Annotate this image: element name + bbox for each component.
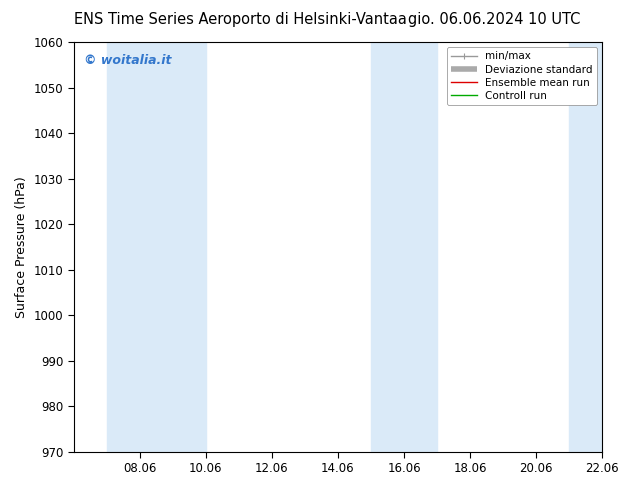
Bar <box>371 42 437 452</box>
Text: © woitalia.it: © woitalia.it <box>84 54 172 67</box>
Legend: min/max, Deviazione standard, Ensemble mean run, Controll run: min/max, Deviazione standard, Ensemble m… <box>447 47 597 105</box>
Text: ENS Time Series Aeroporto di Helsinki-Vantaa: ENS Time Series Aeroporto di Helsinki-Va… <box>74 12 408 27</box>
Text: gio. 06.06.2024 10 UTC: gio. 06.06.2024 10 UTC <box>408 12 581 27</box>
Bar <box>569 42 602 452</box>
Y-axis label: Surface Pressure (hPa): Surface Pressure (hPa) <box>15 176 28 318</box>
Bar <box>107 42 206 452</box>
